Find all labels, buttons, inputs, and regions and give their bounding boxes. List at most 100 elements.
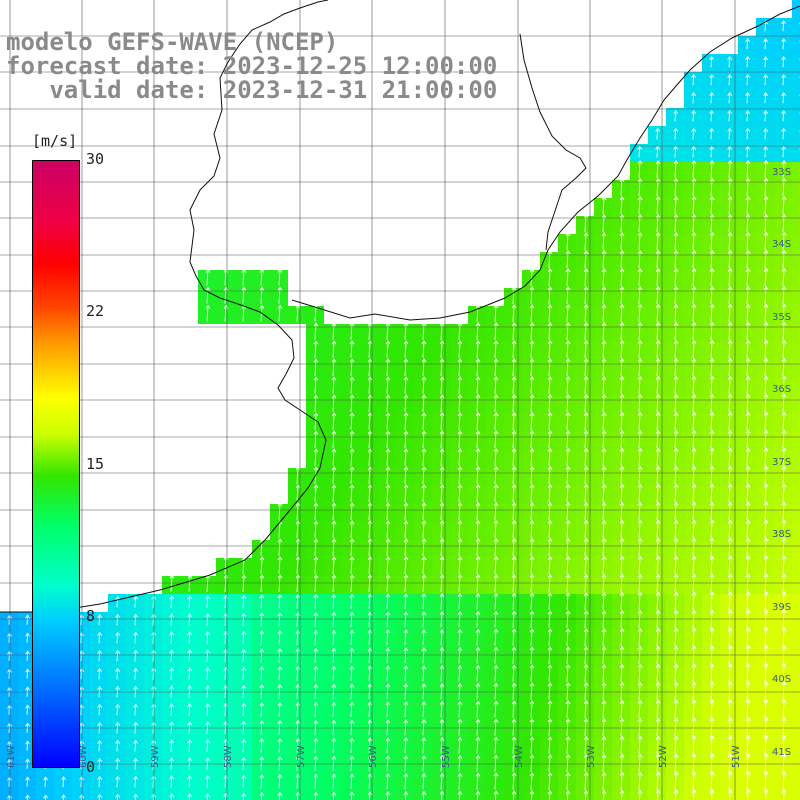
wind-arrow: [314, 774, 317, 789]
wind-arrow: [80, 776, 83, 788]
wind-cell: [774, 648, 792, 666]
wind-arrow: [314, 612, 317, 627]
wind-arrow-head: [331, 538, 337, 543]
wind-arrow: [260, 648, 263, 663]
wind-arrow-head: [61, 776, 66, 781]
wind-cell: [792, 180, 800, 198]
wind-arrow: [206, 649, 209, 662]
wind-cell: [792, 198, 800, 216]
wind-cell: [666, 702, 684, 720]
wind-cell: [792, 540, 800, 558]
wind-arrow: [314, 538, 317, 556]
wind-arrow: [314, 449, 317, 466]
latitude-label: 33S: [772, 167, 791, 178]
wind-arrow-head: [295, 304, 301, 309]
wind-arrow-head: [241, 720, 247, 725]
wind-arrow: [152, 740, 155, 752]
wind-arrow: [8, 705, 11, 715]
wind-arrow: [242, 703, 245, 717]
wind-cell: [720, 450, 738, 468]
wind-arrow-head: [313, 340, 319, 345]
wind-arrow-head: [241, 630, 247, 635]
wind-arrow: [332, 485, 335, 502]
wind-cell: [702, 792, 720, 800]
wind-cell: [738, 468, 756, 486]
wind-cell: [792, 144, 800, 162]
wind-arrow: [80, 650, 83, 662]
wind-arrow: [206, 305, 209, 322]
wind-arrow-head: [277, 701, 283, 706]
longitude-label: 57W: [296, 745, 307, 768]
wind-arrow-head: [205, 739, 211, 744]
wind-cell: [630, 576, 648, 594]
wind-arrow-head: [331, 394, 337, 399]
wind-arrow-head: [277, 574, 283, 579]
wind-arrow-head: [205, 703, 211, 708]
wind-cell: [738, 504, 756, 522]
wind-arrow: [224, 595, 227, 609]
wind-arrow: [296, 594, 299, 609]
wind-cell: [702, 648, 720, 666]
wind-arrow: [296, 503, 299, 520]
wind-arrow-head: [277, 612, 283, 617]
wind-cell: [738, 684, 756, 702]
wind-cell: [792, 162, 800, 180]
wind-arrow: [332, 341, 335, 358]
wind-arrow-head: [295, 502, 301, 507]
wind-cell: [666, 774, 684, 792]
wind-arrow: [152, 632, 155, 644]
wind-cell: [774, 504, 792, 522]
wind-arrow-head: [295, 466, 301, 471]
wind-arrow: [206, 287, 209, 304]
wind-cell: [756, 702, 774, 720]
wind-cell: [792, 738, 800, 756]
wind-arrow: [8, 741, 11, 751]
wind-cell: [792, 324, 800, 342]
wind-arrow: [314, 359, 317, 376]
wind-arrow-head: [295, 665, 301, 670]
wind-arrow: [170, 704, 173, 716]
latitude-label: 38S: [772, 529, 791, 540]
wind-cell: [738, 792, 756, 800]
wind-arrow: [152, 614, 155, 626]
wind-arrow: [296, 305, 299, 322]
wind-arrow: [206, 739, 209, 752]
wind-arrow: [242, 269, 245, 286]
wind-cell: [666, 756, 684, 774]
wind-arrow-head: [313, 556, 319, 561]
wind-arrow: [224, 649, 227, 663]
wind-arrow: [332, 359, 335, 376]
wind-cell: [792, 720, 800, 738]
wind-arrow-head: [79, 758, 85, 763]
wind-arrow: [242, 739, 245, 753]
wind-cell: [684, 612, 702, 630]
wind-cell: [702, 522, 720, 540]
colorbar: [32, 160, 80, 768]
wind-arrow-head: [313, 484, 319, 489]
wind-arrow-head: [241, 756, 247, 761]
wind-arrow: [26, 651, 29, 661]
wind-arrow: [206, 775, 209, 788]
wind-arrow-head: [295, 647, 301, 652]
wind-arrow: [296, 467, 299, 484]
wind-arrow-head: [115, 721, 121, 726]
wind-arrow: [224, 575, 227, 592]
wind-arrow-head: [187, 721, 193, 726]
wind-cell: [666, 666, 684, 684]
wind-cell: [774, 396, 792, 414]
wind-arrow-head: [241, 286, 247, 291]
wind-cell: [666, 630, 684, 648]
longitude-label: 56W: [368, 745, 379, 768]
wind-arrow-head: [295, 611, 301, 616]
wind-arrow: [296, 556, 299, 574]
wind-arrow-head: [331, 448, 337, 453]
wind-cell: [684, 684, 702, 702]
wind-cell: [756, 486, 774, 504]
wind-arrow: [8, 795, 11, 800]
wind-cell: [684, 630, 702, 648]
wind-cell: [306, 792, 324, 800]
wind-arrow: [26, 615, 29, 625]
wind-arrow: [26, 741, 29, 751]
wind-cell: [378, 792, 396, 800]
wind-cell: [792, 360, 800, 378]
